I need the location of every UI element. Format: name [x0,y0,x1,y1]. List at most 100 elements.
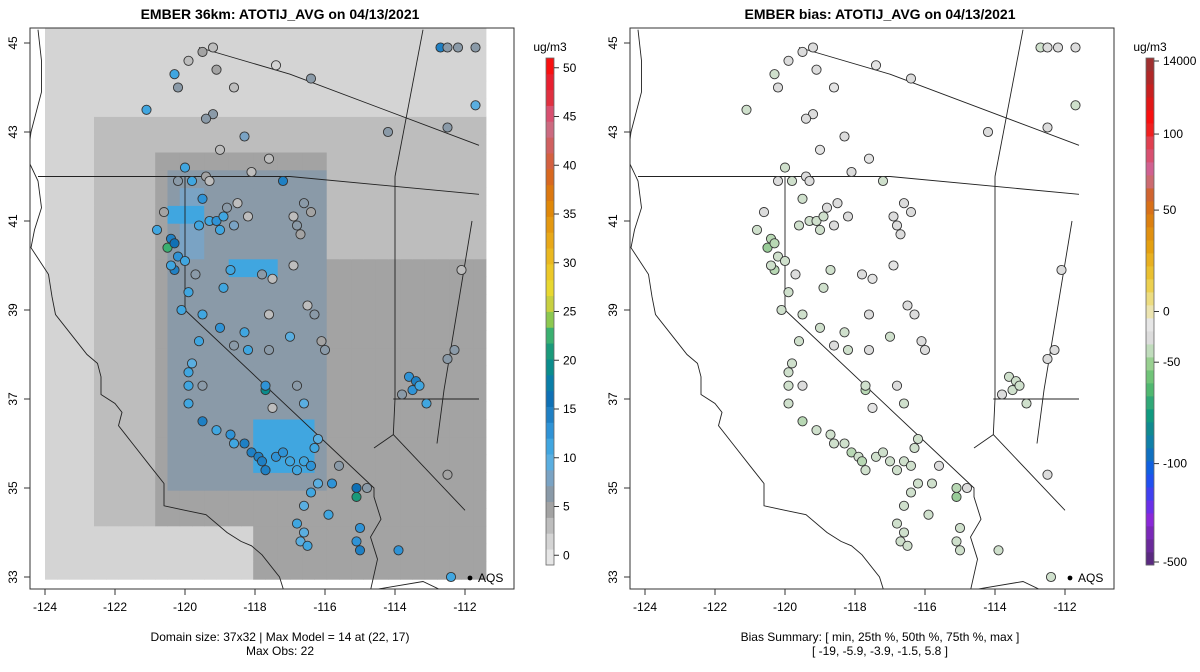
grid-cell [228,294,242,313]
grid-cell [179,241,193,260]
grid-cell [228,98,242,117]
station-marker [442,353,453,365]
grid-cell [388,152,401,171]
grid-cell [106,383,119,402]
grid-cell [424,205,438,224]
grid-cell [363,80,377,100]
y-tick-label: 43 [6,125,20,139]
grid-cell [461,401,475,420]
y-tick-label: 37 [606,392,620,406]
colorbar-swatch [1146,435,1154,449]
station-marker [193,336,205,347]
grid-cell [81,205,95,224]
station-marker [232,198,243,209]
grid-cell [130,276,144,295]
grid-cell [400,312,413,331]
state-border-nv-ut [973,176,996,449]
station-marker [793,220,805,231]
grid-cell [363,312,377,331]
grid-cell [388,330,401,349]
grid-cell [473,330,487,349]
grid-cell [57,454,70,473]
grid-cell [461,116,475,135]
station-marker [239,438,250,449]
station-marker [218,282,229,293]
station-marker [242,344,254,356]
grid-cell [424,28,438,46]
station-marker [239,327,250,338]
colorbar-swatch [546,485,554,503]
grid-cell [314,525,328,545]
grid-cell [204,490,217,509]
station-marker [351,482,362,494]
grid-cell [106,241,119,260]
station-marker [797,380,808,391]
grid-cell [143,116,156,135]
grid-cell [118,187,132,206]
grid-cell [106,28,119,46]
colorbar-swatch [1146,71,1154,85]
colorbar-swatch [546,200,554,217]
grid-cell [424,508,438,527]
grid-cell [241,116,254,135]
colorbar-swatch [1146,97,1154,111]
grid-cell [81,383,95,402]
station-marker [221,202,233,213]
grid-cell [437,454,450,473]
grid-cell [351,98,364,117]
grid-cell [253,152,266,171]
station-marker [260,465,271,476]
grid-cell [143,258,156,278]
grid-cell [424,258,438,278]
colorbar-swatch [546,469,554,487]
grid-cell [192,543,205,562]
grid-cell [106,152,119,171]
station-marker [828,438,840,449]
station-marker [288,260,299,271]
grid-cell [302,561,315,580]
grid-cell [437,543,450,562]
colorbar-swatch [1146,266,1154,280]
grid-cell [424,472,438,491]
grid-cell [412,436,426,456]
grid-cell [94,454,107,473]
grid-cell [192,276,205,295]
grid-cell [94,152,107,171]
grid-cell [179,419,193,438]
grid-cell [106,187,119,206]
grid-cell [94,134,107,153]
grid-cell [473,365,487,384]
grid-cell [326,134,340,153]
grid-cell [412,419,426,438]
station-marker [919,344,931,356]
grid-cell [118,45,132,64]
state-border-ca-nv [784,176,982,589]
footer-bias-summary-header: Bias Summary: [ min, 25th %, 50th %, 75t… [740,630,1020,644]
grid-cell [375,134,389,153]
colorbar-swatch [1146,123,1154,137]
grid-cell [351,205,364,224]
grid-cell [400,436,413,456]
station-marker [1052,42,1064,53]
grid-cell [130,472,144,491]
grid-cell [351,223,364,242]
colorbar-swatch [546,343,554,360]
grid-cell [424,365,438,384]
grid-cell [326,543,340,562]
grid-cell [155,98,168,117]
grid-cell [400,258,413,278]
grid-cell [143,63,156,82]
station-marker [172,175,184,187]
colorbar-swatch [546,327,554,344]
grid-cell [412,241,426,260]
station-marker [207,109,219,120]
grid-cell [412,223,426,242]
grid-cell [57,134,70,153]
colorbar-swatch [1146,474,1154,488]
grid-cell [437,241,450,260]
grid-cell [130,508,144,527]
grid-cell [375,187,389,206]
grid-cell [351,347,364,367]
grid-cell [265,419,279,438]
